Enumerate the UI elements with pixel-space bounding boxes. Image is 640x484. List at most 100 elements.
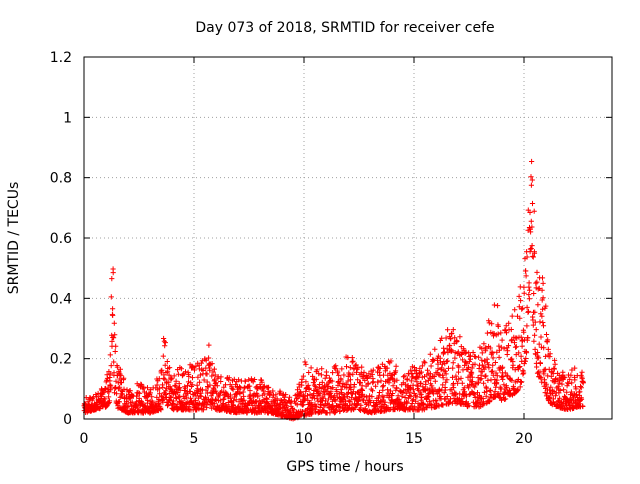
data-point (246, 377, 252, 383)
data-point (354, 402, 360, 408)
data-point (392, 406, 398, 413)
data-point (441, 390, 447, 396)
data-point (433, 398, 439, 404)
data-point (166, 379, 172, 385)
data-point (481, 389, 487, 395)
data-point (459, 380, 465, 386)
data-point (523, 273, 529, 279)
data-point (212, 372, 218, 378)
data-point (481, 366, 487, 372)
data-point (242, 378, 248, 384)
data-point (551, 365, 557, 371)
data-point (325, 383, 331, 389)
data-point (424, 367, 431, 373)
data-point (337, 408, 343, 414)
data-point (247, 388, 253, 394)
data-point (128, 403, 134, 409)
data-point (496, 354, 502, 360)
data-point (537, 319, 543, 325)
data-point (579, 369, 585, 375)
data-point (156, 376, 162, 382)
data-point (299, 382, 305, 388)
data-point (431, 373, 437, 379)
data-point (540, 306, 546, 312)
data-point (515, 386, 521, 392)
data-point (538, 334, 544, 340)
data-point (393, 363, 399, 369)
data-point (502, 370, 508, 376)
data-point (530, 322, 536, 328)
data-point (111, 320, 117, 326)
data-point (541, 367, 547, 373)
data-point (543, 303, 549, 309)
data-point (539, 379, 545, 385)
data-point (247, 383, 253, 389)
data-point (240, 389, 246, 395)
data-point (204, 379, 210, 385)
data-point (440, 375, 446, 381)
data-point (506, 320, 512, 326)
data-point (206, 342, 212, 348)
data-point (538, 311, 544, 317)
data-point (193, 363, 199, 369)
data-point (273, 392, 279, 398)
data-point (548, 384, 554, 390)
data-point (466, 359, 472, 365)
data-point (501, 346, 507, 352)
data-point (428, 363, 434, 369)
data-point (407, 389, 413, 395)
data-point (469, 365, 475, 371)
data-point (212, 396, 219, 402)
data-point (203, 387, 209, 393)
data-point (524, 323, 530, 329)
data-point (449, 330, 455, 336)
data-point (545, 337, 551, 343)
data-point (580, 379, 586, 385)
data-point (341, 372, 347, 378)
data-point (138, 381, 144, 387)
data-point (201, 377, 207, 383)
data-point (423, 404, 429, 410)
data-point (338, 377, 344, 383)
x-tick-label: 20 (515, 431, 533, 447)
data-point (149, 399, 155, 405)
data-point (553, 393, 559, 399)
data-point (540, 280, 546, 286)
data-point (450, 365, 456, 371)
data-point (241, 397, 247, 403)
data-point (111, 370, 117, 376)
y-tick-label: 0.6 (50, 231, 72, 247)
data-point (504, 385, 510, 391)
data-point (516, 350, 522, 356)
data-point (569, 380, 575, 386)
data-point (568, 389, 574, 395)
data-point (427, 351, 433, 357)
data-point (523, 268, 529, 274)
x-tick-label: 10 (295, 431, 313, 447)
data-point (540, 319, 546, 326)
data-point (174, 401, 180, 407)
data-point (217, 398, 223, 404)
data-point (231, 394, 237, 400)
data-point (206, 355, 212, 361)
data-point (428, 401, 434, 407)
data-point (261, 383, 267, 389)
data-point (462, 350, 468, 356)
data-point (404, 376, 410, 382)
data-point (463, 359, 469, 365)
data-point (349, 355, 355, 361)
data-point (577, 383, 584, 390)
data-point (466, 403, 472, 409)
data-point (117, 376, 123, 382)
data-point (287, 394, 293, 400)
data-point (361, 369, 367, 375)
data-point (440, 402, 446, 408)
data-point (187, 388, 193, 395)
data-point (490, 355, 496, 361)
data-point (273, 403, 279, 409)
data-point (375, 379, 381, 385)
data-point (294, 387, 301, 393)
data-point (175, 371, 181, 377)
data-point (487, 345, 493, 351)
